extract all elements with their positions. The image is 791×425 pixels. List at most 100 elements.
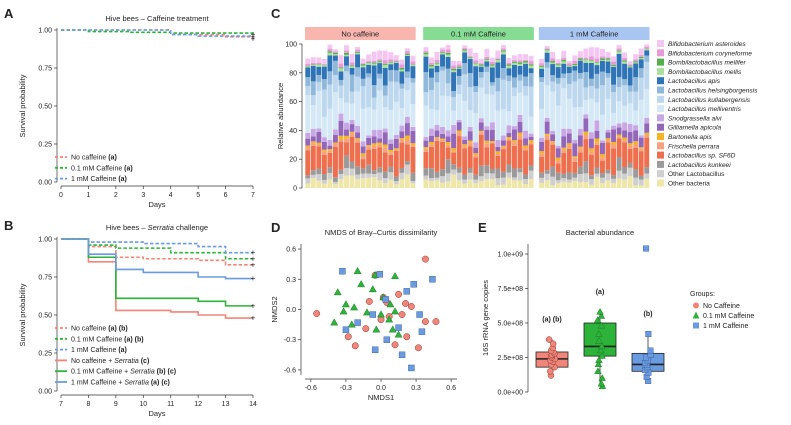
stacked-bar-segment	[399, 125, 405, 132]
stacked-bar-segment	[489, 129, 495, 141]
stacked-bar-segment	[388, 166, 394, 173]
stacked-bar-segment	[627, 132, 633, 144]
stacked-bar-segment	[388, 64, 394, 71]
stacked-bar-segment	[566, 182, 572, 188]
stacked-bar-segment	[344, 168, 349, 176]
stacked-bar-segment	[371, 85, 377, 98]
stacked-bar-segment	[462, 48, 468, 50]
stacked-bar-segment	[566, 143, 572, 146]
legend-entry: Bifidobacterium asteroides	[668, 41, 746, 48]
y-axis-label: Relative abundance	[276, 83, 285, 149]
stacked-bar-segment	[588, 154, 594, 176]
stacked-bar-segment	[572, 177, 578, 181]
stacked-bar-segment	[467, 73, 473, 88]
stacked-bar-segment	[344, 155, 349, 169]
stacked-bar-segment	[360, 141, 366, 147]
stacked-bar-segment	[338, 113, 344, 121]
stacked-bar-segment	[611, 84, 616, 93]
point-0-1mm-caffeine	[391, 272, 399, 280]
stacked-bar-segment	[517, 62, 523, 64]
stacked-bar-segment	[310, 81, 316, 96]
stacked-bar-segment	[638, 54, 644, 57]
stacked-bar-segment	[566, 66, 572, 67]
stacked-bar-segment	[393, 148, 399, 150]
stacked-bar-segment	[572, 172, 578, 178]
stacked-bar-segment	[434, 171, 440, 178]
stacked-bar-segment	[478, 122, 484, 131]
stacked-bar-segment	[616, 86, 622, 101]
stacked-bar-segment	[423, 175, 429, 180]
point-0-1mm-caffeine	[368, 285, 377, 293]
stacked-bar-segment	[321, 137, 327, 142]
stacked-bar-segment	[633, 62, 639, 64]
significance-letter: (a) (b)	[542, 317, 561, 324]
stacked-bar-segment	[410, 55, 416, 62]
legend-entry: 0.1 mM Caffeine (a)	[71, 165, 133, 172]
stacked-bar-segment	[355, 67, 361, 77]
stacked-bar-segment	[577, 182, 583, 188]
stacked-bar-segment	[583, 62, 589, 73]
stacked-bar-segment	[462, 174, 468, 180]
stacked-bar-segment	[377, 147, 383, 168]
stacked-bar-segment	[410, 145, 416, 147]
stacked-bar-segment	[638, 56, 644, 59]
stacked-bar-segment	[495, 155, 501, 169]
stacked-bar-segment	[366, 61, 372, 63]
stacked-bar-segment	[544, 180, 550, 188]
stacked-bar-segment	[611, 56, 616, 62]
x-tick-label: 2	[114, 192, 118, 199]
stacked-bar-segment	[316, 74, 322, 83]
stacked-bar-segment	[423, 72, 429, 93]
stacked-bar-segment	[366, 77, 372, 108]
stacked-bar-segment	[332, 142, 338, 144]
stacked-bar-segment	[388, 52, 394, 60]
stacked-bar-segment	[371, 129, 377, 137]
stacked-bar-segment	[616, 178, 622, 188]
relative-abundance-chart: 0 20 40 60 80 100 Relative abundance No caffein…	[276, 27, 758, 193]
censor-mark: +	[251, 301, 256, 310]
stacked-bar-segment	[456, 130, 462, 133]
chart-title: Hive bees – Serratia challenge	[106, 223, 208, 232]
stacked-bar-segment	[566, 61, 572, 64]
legend-entry: Lactobacillus helsingborgensis	[668, 88, 758, 95]
point-1mm-caffeine	[354, 319, 361, 326]
stacked-bar-segment	[605, 142, 611, 170]
stacked-bar-segment	[462, 52, 468, 64]
stacked-bar-segment	[638, 99, 644, 136]
stacked-bar-segment	[327, 48, 333, 52]
stacked-bar-segment	[539, 58, 545, 64]
stacked-bar-segment	[366, 62, 372, 64]
stacked-bar-segment	[321, 179, 327, 184]
stacked-bar-segment	[627, 65, 633, 67]
stacked-bar-segment	[467, 167, 473, 173]
stacked-bar-segment	[349, 66, 355, 68]
stacked-bar-segment	[577, 173, 583, 183]
stacked-bar-segment	[310, 170, 316, 175]
stacked-bar-segment	[622, 167, 628, 174]
legend-entry: Other Lactobacillus	[668, 171, 725, 178]
stacked-bar-segment	[600, 154, 605, 158]
chart-title: NMDS of Bray–Curtis dissimilarity	[325, 228, 438, 237]
stacked-bar-segment	[355, 142, 361, 167]
legend-entry: Snodgrassella alvi	[668, 115, 722, 122]
stacked-bar-segment	[434, 180, 440, 188]
x-tick-label: 9	[114, 401, 118, 408]
stacked-bar-segment	[440, 126, 445, 134]
stacked-bar-segment	[388, 172, 394, 180]
stacked-bar-segment	[572, 107, 578, 140]
stacked-bar-segment	[327, 167, 333, 173]
stacked-bar-segment	[484, 56, 490, 60]
stacked-bar-segment	[517, 80, 523, 93]
stacked-bar-segment	[393, 149, 399, 151]
stacked-bar-segment	[594, 65, 600, 74]
stacked-bar-segment	[605, 138, 611, 141]
stacked-bar-segment	[600, 142, 605, 155]
stacked-bar-segment	[627, 64, 633, 66]
stacked-bar-segment	[528, 86, 534, 117]
y-tick-label: 20	[289, 157, 297, 164]
stacked-bar-segment	[316, 131, 322, 143]
stacked-bar-segment	[555, 183, 561, 188]
stacked-bar-segment	[633, 177, 639, 186]
stacked-bar-segment	[594, 173, 600, 177]
stacked-bar-segment	[467, 57, 473, 59]
